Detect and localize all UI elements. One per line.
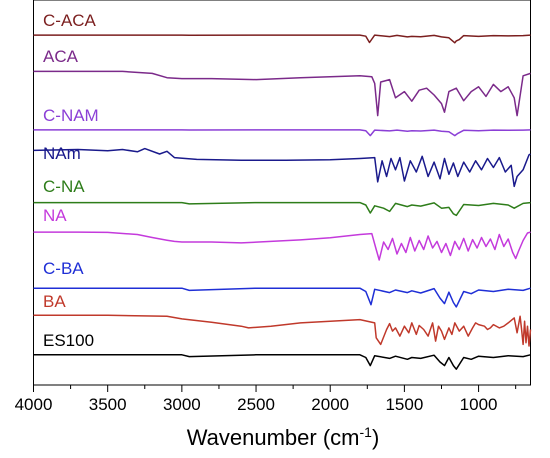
series-label: C-BA (43, 259, 84, 278)
series-line (33, 147, 531, 188)
series-line (33, 231, 531, 261)
series-line (33, 34, 531, 44)
series-es100: ES100 (33, 331, 531, 370)
series-c-ba: C-BA (33, 259, 531, 308)
series-label: ES100 (43, 331, 94, 350)
series-c-na: C-NA (33, 177, 531, 217)
x-tick-label: 1500 (385, 395, 423, 414)
plot-frame (33, 0, 531, 386)
series-label: C-NAM (43, 106, 99, 125)
x-tick-label: 3000 (163, 395, 201, 414)
series-label: C-NA (43, 177, 85, 196)
series-line (33, 70, 531, 117)
x-tick-label: 4000 (15, 395, 53, 414)
x-tick-label: 3500 (89, 395, 127, 414)
series-line (33, 287, 531, 308)
series-line (33, 314, 532, 347)
series-label: BA (43, 292, 66, 311)
series-line (33, 129, 531, 137)
series-label: NA (43, 206, 67, 225)
x-axis-label: Wavenumber (cm-1) (187, 424, 380, 450)
series-na: NA (33, 206, 531, 261)
x-tick-label: 2000 (311, 395, 349, 414)
series-label: ACA (43, 47, 79, 66)
series-c-aca: C-ACA (33, 11, 531, 44)
series-ba: BA (33, 292, 532, 347)
series-c-nam: C-NAM (33, 106, 531, 137)
x-axis: 4000 3500 3000 2500 2000 1500 1000 (15, 385, 517, 414)
series-layer: C-ACA ACA C-NAM NAm C-NA NA C-BA BA ES100 (33, 11, 532, 370)
series-line (33, 201, 531, 217)
x-tick-label: 2500 (237, 395, 275, 414)
series-label: C-ACA (43, 11, 97, 30)
series-nam: NAm (33, 144, 531, 188)
series-aca: ACA (33, 47, 531, 117)
series-label: NAm (43, 144, 81, 163)
series-line (33, 354, 531, 370)
x-tick-label: 1000 (460, 395, 498, 414)
